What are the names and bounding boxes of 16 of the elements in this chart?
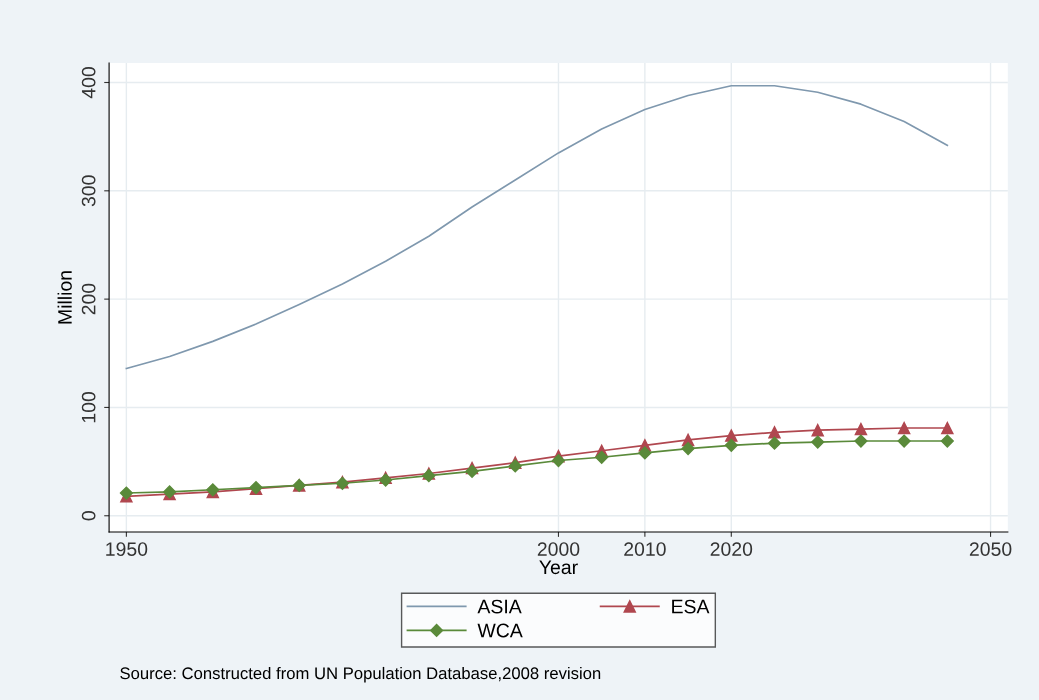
y-tick-label: 400	[81, 67, 96, 99]
y-tick-label: 300	[81, 175, 96, 207]
x-axis-title: Year	[539, 560, 578, 575]
legend-label: ASIA	[477, 599, 522, 614]
x-tick-label: 1950	[106, 542, 148, 556]
y-tick-label: 0	[81, 511, 96, 521]
x-tick-label: 2020	[710, 542, 753, 556]
legend-label: WCA	[477, 623, 523, 638]
x-tick-label: 2000	[537, 542, 580, 556]
y-axis-title: Million	[57, 271, 72, 324]
legend-label: ESA	[672, 599, 710, 614]
source-note: Source: Constructed from UN Population Database,2008 revision	[120, 666, 601, 683]
x-tick-label: 2050	[969, 542, 1012, 556]
y-tick-label: 100	[81, 391, 96, 423]
x-tick-label: 2010	[624, 542, 666, 556]
y-tick-label: 200	[81, 283, 96, 315]
